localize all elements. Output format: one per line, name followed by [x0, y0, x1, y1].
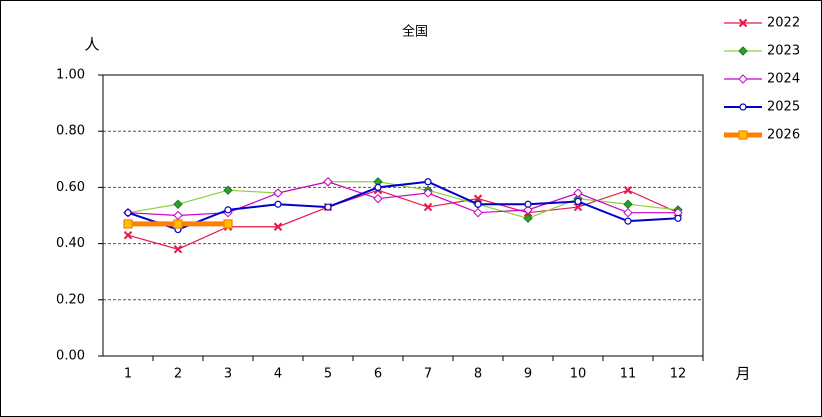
x-tick-label: 7	[424, 367, 432, 382]
marker	[173, 199, 183, 209]
marker	[173, 245, 183, 254]
marker	[623, 207, 633, 218]
marker	[224, 206, 232, 214]
marker	[738, 46, 748, 56]
marker	[223, 219, 233, 229]
marker	[373, 193, 383, 204]
series-line	[127, 180, 679, 231]
x-tick-label: 5	[324, 367, 332, 382]
marker	[674, 214, 682, 222]
marker	[738, 130, 748, 140]
marker	[523, 205, 533, 215]
marker	[124, 209, 132, 217]
legend-label: 2023	[767, 44, 800, 59]
x-tick-label: 8	[474, 367, 482, 382]
marker	[424, 178, 432, 186]
marker	[423, 202, 433, 212]
marker	[423, 188, 433, 198]
legend-label: 2022	[767, 16, 800, 31]
marker	[623, 186, 633, 195]
x-axis-label: 月	[735, 365, 750, 383]
marker	[524, 200, 532, 208]
marker	[323, 177, 333, 187]
y-tick-label: 0.60	[56, 180, 85, 195]
legend-label: 2024	[767, 72, 800, 87]
marker	[123, 219, 133, 229]
legend-label: 2025	[767, 100, 800, 115]
marker	[473, 207, 483, 218]
marker	[739, 103, 747, 111]
marker	[573, 188, 583, 198]
marker	[374, 183, 382, 191]
marker	[173, 219, 183, 229]
marker	[473, 194, 483, 203]
x-tick-label: 3	[224, 367, 232, 382]
marker	[223, 185, 233, 195]
marker	[273, 222, 283, 231]
y-tick-label: 1.00	[56, 68, 85, 83]
x-tick-label: 10	[570, 367, 587, 382]
marker	[324, 203, 332, 211]
marker	[274, 200, 282, 208]
y-tick-label: 0.80	[56, 124, 85, 139]
y-tick-label: 0.00	[56, 349, 85, 364]
x-tick-label: 1	[124, 367, 132, 382]
marker	[523, 213, 533, 224]
marker	[123, 230, 133, 240]
x-tick-label: 11	[620, 367, 637, 382]
chart-title: 全国	[402, 24, 428, 40]
y-tick-label: 0.20	[56, 292, 85, 307]
x-tick-label: 4	[274, 367, 282, 382]
x-tick-label: 9	[524, 367, 532, 382]
marker	[474, 200, 482, 208]
x-tick-label: 2	[174, 367, 182, 382]
x-tick-label: 12	[670, 367, 687, 382]
y-tick-label: 0.40	[56, 236, 85, 251]
marker	[273, 188, 283, 198]
legend-label: 2026	[767, 128, 800, 143]
x-tick-label: 6	[374, 367, 382, 382]
marker	[573, 202, 583, 212]
series-line	[127, 181, 679, 219]
y-axis-label: 人	[84, 36, 99, 54]
marker	[738, 18, 748, 28]
marker	[624, 217, 632, 225]
marker	[738, 74, 748, 84]
marker	[574, 197, 582, 206]
